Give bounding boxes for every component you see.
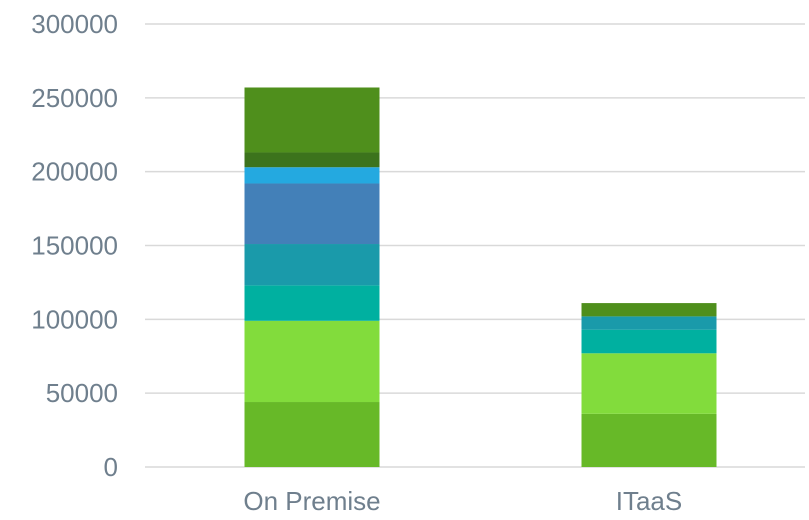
- bar-segment: [244, 183, 380, 245]
- bar-segment: [581, 316, 717, 330]
- bar-segment: [244, 320, 380, 403]
- bar-segment: [244, 152, 380, 168]
- x-category-label: On Premise: [243, 486, 380, 516]
- bar-segment: [244, 167, 380, 184]
- y-tick-label: 100000: [31, 304, 118, 334]
- x-axis-category-labels: On Premise ITaaS: [243, 486, 682, 516]
- bar-segment: [244, 244, 380, 286]
- bar-segment: [581, 329, 717, 354]
- y-tick-label: 50000: [46, 378, 118, 408]
- bar-segment: [581, 303, 717, 317]
- y-tick-label: 200000: [31, 157, 118, 187]
- y-tick-label: 250000: [31, 83, 118, 113]
- bars: [244, 87, 717, 467]
- bar-segment: [244, 285, 380, 321]
- y-tick-label: 0: [104, 452, 118, 482]
- y-tick-label: 150000: [31, 231, 118, 261]
- x-category-label: ITaaS: [616, 486, 683, 516]
- bar-segment: [581, 353, 717, 414]
- bar-segment: [244, 87, 380, 153]
- y-axis-tick-labels: 0 50000 100000 150000 200000 250000 300000: [31, 9, 118, 482]
- bar-segment: [244, 402, 380, 467]
- y-tick-label: 300000: [31, 9, 118, 39]
- bar-segment: [581, 413, 717, 467]
